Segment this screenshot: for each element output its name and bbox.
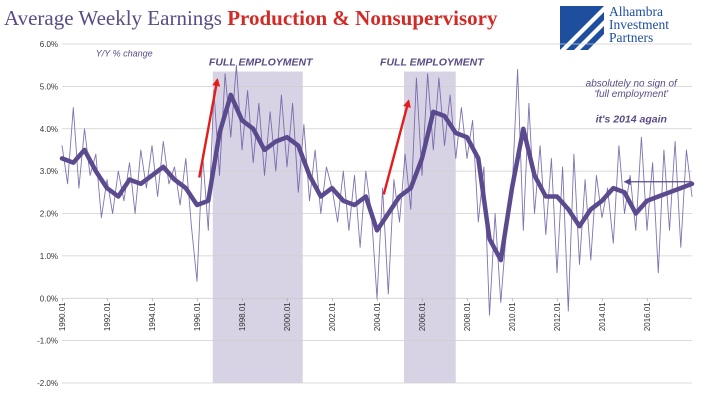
alhambra-logo-mark-icon xyxy=(560,6,604,50)
gridlines xyxy=(61,43,692,384)
arrows xyxy=(198,78,692,195)
y-axis-label: Y/Y % change xyxy=(96,49,153,59)
y-tick-label: -2.0% xyxy=(37,379,58,388)
annotation-2: 'full employment' xyxy=(594,89,669,100)
series-smoothed-line xyxy=(59,92,695,263)
x-tick-label: 2008.01 xyxy=(463,302,472,331)
series-lines xyxy=(59,64,695,316)
y-tick-label: 5.0% xyxy=(40,82,58,91)
series-monthly-line xyxy=(61,64,693,316)
y-tick-label: -1.0% xyxy=(37,337,58,346)
logo-text: Alhambra Investment Partners xyxy=(609,4,669,45)
shaded-period-label-1: FULL EMPLOYMENT xyxy=(209,57,314,69)
x-tick-label: 1990.01 xyxy=(58,302,67,331)
x-tick-label: 1998.01 xyxy=(238,302,247,331)
shaded-period-label-2: FULL EMPLOYMENT xyxy=(380,57,485,69)
annotation-1: absolutely no sign of xyxy=(586,78,678,89)
x-tick-label: 2016.01 xyxy=(643,302,652,331)
red-arrow-1 xyxy=(198,78,221,178)
y-tick-label: 6.0% xyxy=(40,40,58,49)
chart-title-part1: Average Weekly Earnings xyxy=(4,6,228,30)
x-tick-label: 2012.01 xyxy=(553,302,562,331)
chart-title-part2: Production & Nonsupervisory xyxy=(227,6,498,30)
x-tick-label: 2010.01 xyxy=(508,302,517,331)
logo-line-2: Investment xyxy=(609,17,669,32)
shaded-period-1 xyxy=(212,71,303,383)
x-tick-label: 1996.01 xyxy=(193,302,202,331)
chart-title: Average Weekly Earnings Production & Non… xyxy=(4,6,498,31)
annotations: FULL EMPLOYMENT FULL EMPLOYMENT Y/Y % chan… xyxy=(96,49,678,126)
x-tick-labels: 1990.01 1992.01 1994.01 1996.01 1998.01 2000.… xyxy=(58,302,652,331)
red-arrow-2 xyxy=(382,99,411,195)
logo-line-1: Alhambra xyxy=(609,4,663,19)
x-tick-label: 2006.01 xyxy=(418,302,427,331)
shaded-periods xyxy=(212,71,456,383)
y-tick-labels: -2.0% -1.0% 0.0% 1.0% 2.0% 3.0% 4.0% 5.0% 6.0% xyxy=(37,40,58,388)
annotation-3: it's 2014 again xyxy=(596,113,667,125)
y-tick-label: 1.0% xyxy=(40,252,58,261)
y-tick-label: 3.0% xyxy=(40,167,58,176)
x-tick-label: 1994.01 xyxy=(148,302,157,331)
x-tick-label: 2002.01 xyxy=(328,302,337,331)
x-tick-label: 1992.01 xyxy=(103,302,112,331)
x-tick-label: 2014.01 xyxy=(598,302,607,331)
logo-line-3: Partners xyxy=(609,30,654,45)
alhambra-logo: Alhambra Investment Partners xyxy=(558,2,704,54)
y-tick-label: 4.0% xyxy=(40,125,58,134)
x-tick-label: 2004.01 xyxy=(373,302,382,331)
y-tick-label: 0.0% xyxy=(40,294,58,303)
x-tick-label: 2000.01 xyxy=(283,302,292,331)
y-tick-label: 2.0% xyxy=(40,210,58,219)
